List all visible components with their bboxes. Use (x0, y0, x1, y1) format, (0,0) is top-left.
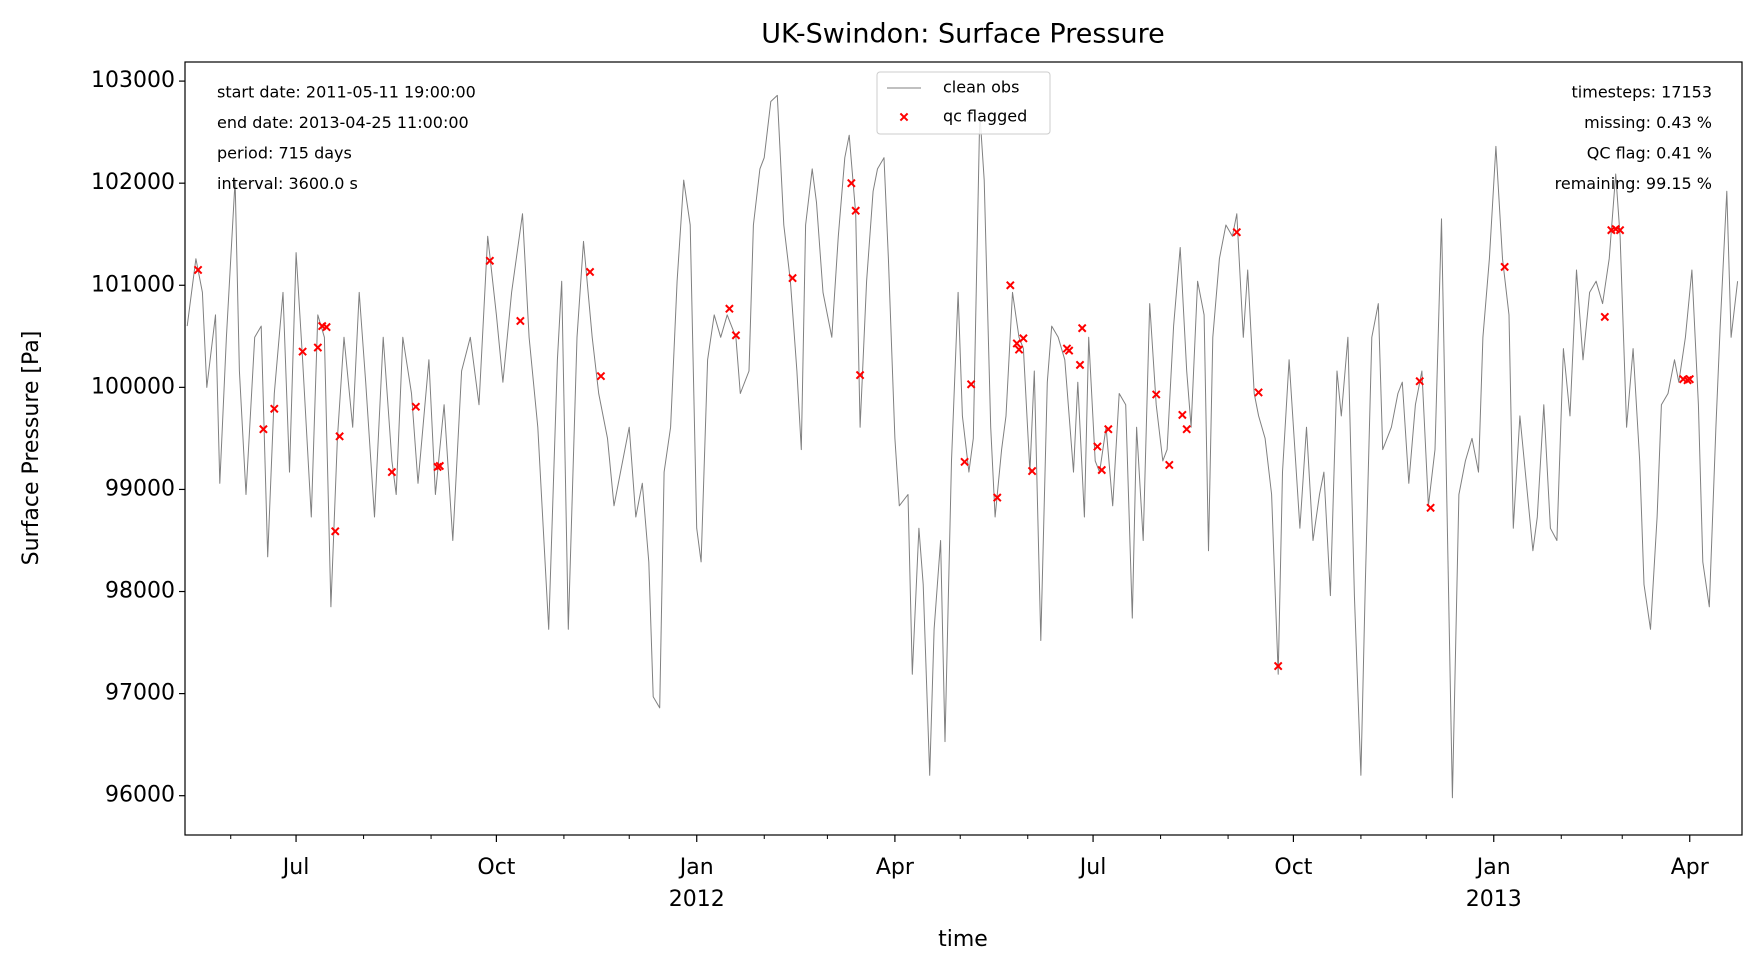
qc-marker (992, 493, 1002, 502)
stats-right: remaining: 99.15 % (1555, 174, 1712, 193)
qc-marker (1151, 390, 1161, 399)
qc-marker (1426, 503, 1435, 513)
qc-marker (1012, 339, 1022, 348)
qc-marker (725, 304, 734, 314)
qc-marker (313, 343, 323, 352)
x-tick-year: 2012 (669, 887, 725, 912)
qc-marker (1615, 225, 1625, 235)
qc-marker (1097, 465, 1107, 475)
legend-swatch (899, 112, 909, 122)
qc-marker (1027, 466, 1037, 476)
qc-marker (1104, 424, 1113, 434)
qc-marker (1182, 424, 1192, 434)
qc-marker (1254, 388, 1263, 397)
qc-marker (1500, 262, 1509, 272)
qc-marker (851, 206, 861, 216)
qc-marker (966, 379, 976, 389)
x-tick-label: Jul (281, 855, 310, 880)
stats-left: start date: 2011-05-11 19:00:00 (217, 83, 476, 102)
y-tick-label: 96000 (105, 783, 175, 808)
qc-marker (596, 371, 606, 381)
qc-marker (855, 370, 865, 380)
x-tick-label: Apr (1671, 855, 1710, 880)
qc-marker (335, 432, 344, 441)
qc-marker (1164, 460, 1174, 470)
x-tick-label: Oct (1274, 855, 1312, 880)
x-tick-label: Oct (477, 855, 515, 880)
qc-marker (585, 267, 595, 277)
plot-frame (184, 61, 1743, 836)
qc-marker (298, 347, 307, 356)
qc-marker (411, 402, 421, 412)
qc-marker (788, 273, 797, 283)
chart-title: UK-Swindon: Surface Pressure (761, 19, 1164, 50)
qc-marker (259, 424, 268, 434)
qc-marker (1273, 661, 1283, 671)
qc-marker (1064, 346, 1074, 355)
stats-left: interval: 3600.0 s (217, 174, 358, 193)
qc-marker (1075, 360, 1085, 370)
qc-marker (1415, 376, 1425, 386)
qc-marker (847, 178, 856, 188)
qc-marker (731, 330, 741, 340)
qc-marker (1093, 442, 1102, 451)
y-tick-label: 97000 (105, 681, 175, 706)
legend-label: clean obs (943, 78, 1019, 97)
y-tick-label: 98000 (105, 579, 175, 604)
x-tick-label: Jul (1078, 855, 1107, 880)
y-tick-label: 103000 (91, 68, 175, 93)
y-tick-label: 101000 (91, 272, 175, 297)
stats-right: missing: 0.43 % (1584, 113, 1712, 132)
legend-label: qc flagged (943, 107, 1027, 126)
qc-marker (330, 526, 340, 536)
y-axis-label: Surface Pressure [Pa] (19, 331, 44, 566)
qc-marker (1006, 280, 1015, 290)
stats-left: period: 715 days (217, 144, 352, 163)
qc-marker (1600, 312, 1610, 322)
x-tick-label: Jan (1475, 855, 1511, 880)
x-tick-label: Jan (678, 855, 714, 880)
qc-marker (322, 322, 331, 332)
stats-left: end date: 2013-04-25 11:00:00 (217, 113, 469, 132)
y-tick-label: 99000 (105, 476, 175, 501)
qc-marker (1019, 334, 1028, 343)
y-tick-label: 102000 (91, 170, 175, 195)
x-tick-year: 2013 (1466, 887, 1522, 912)
qc-marker (435, 461, 445, 471)
qc-marker (1178, 410, 1187, 420)
qc-marker (1685, 374, 1695, 384)
qc-marker (193, 265, 203, 275)
x-axis-label: time (938, 927, 988, 952)
qc-marker (1077, 323, 1087, 333)
x-tick-label: Apr (876, 855, 915, 880)
qc-marker (1014, 345, 1024, 354)
qc-marker (960, 457, 969, 467)
qc-marker (387, 467, 397, 477)
y-tick-label: 100000 (91, 374, 175, 399)
stats-right: timesteps: 17153 (1572, 83, 1712, 102)
qc-marker (269, 404, 279, 414)
qc-marker (516, 316, 525, 326)
stats-right: QC flag: 0.41 % (1587, 144, 1712, 163)
qc-marker (485, 256, 495, 266)
data-line (186, 94, 1739, 799)
qc-marker (1232, 227, 1242, 237)
